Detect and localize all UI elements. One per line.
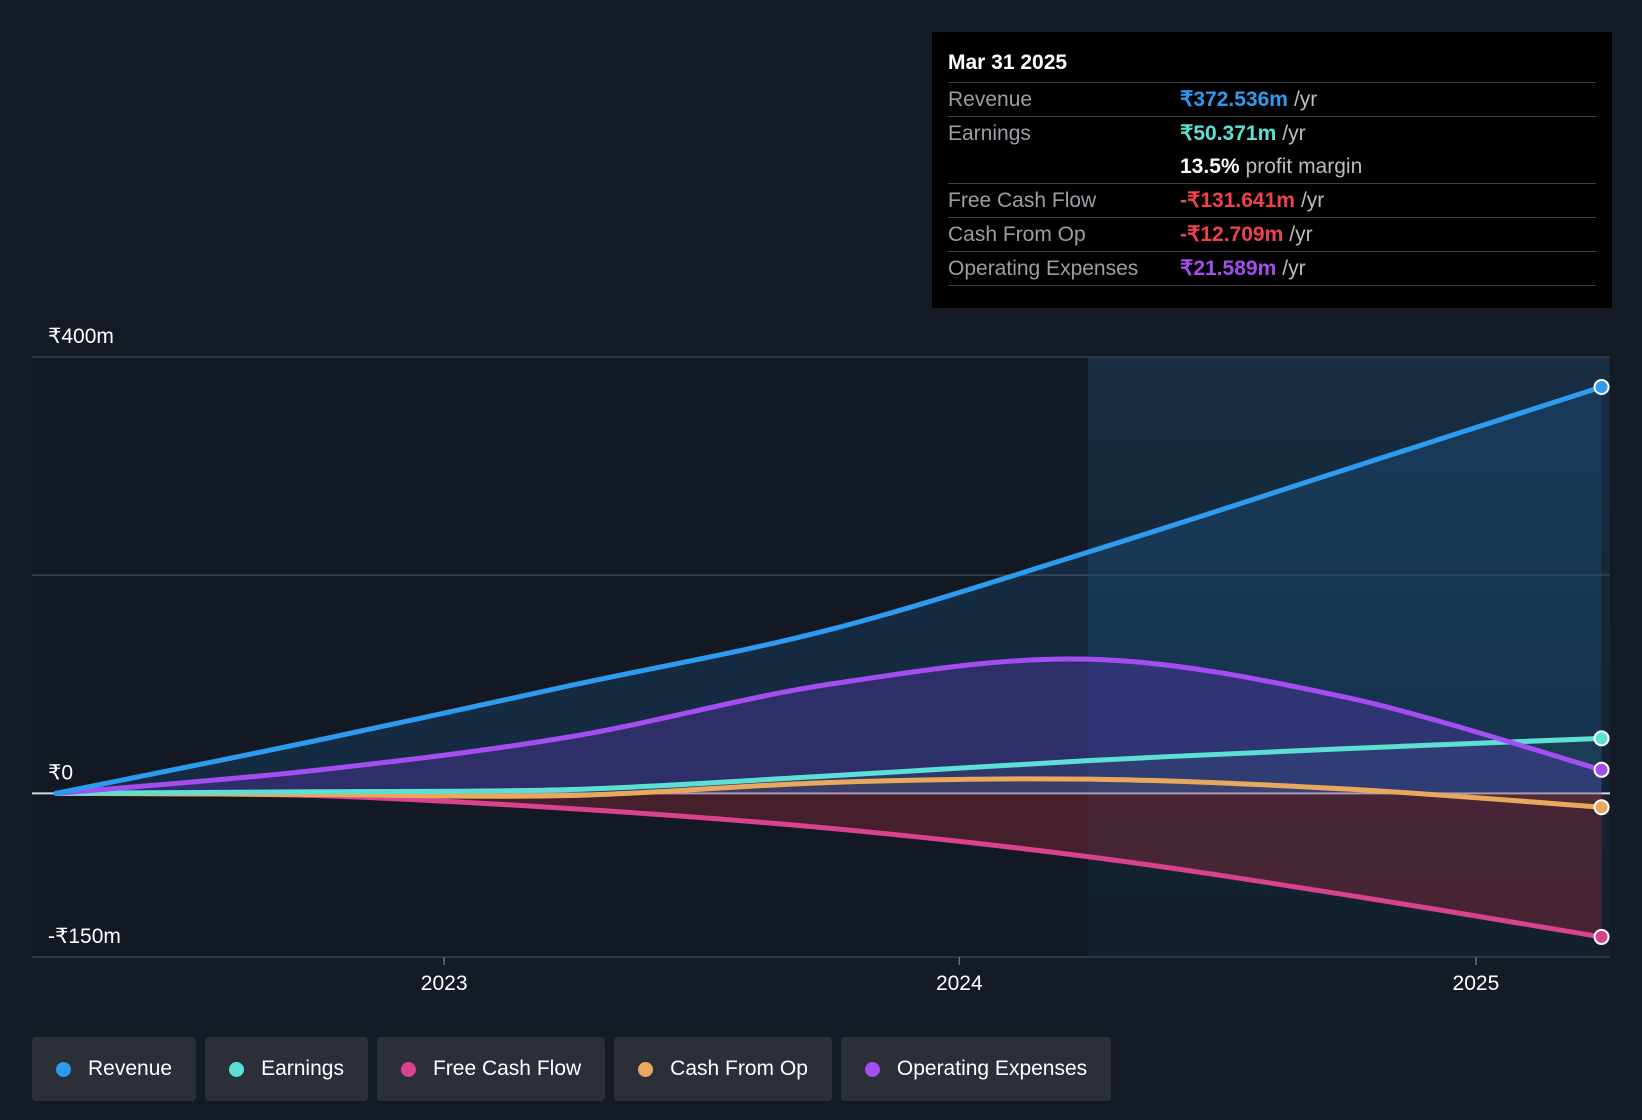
legend-dot-icon bbox=[400, 1061, 416, 1077]
series-line-earnings bbox=[53, 735, 1605, 796]
legend-item-cash-from-op[interactable]: Cash From Op bbox=[614, 1037, 832, 1101]
legend-dot-icon bbox=[864, 1061, 880, 1077]
tooltip-unit: profit margin bbox=[1245, 154, 1363, 178]
tooltip-label: Operating Expenses bbox=[948, 256, 1139, 280]
tooltip-label: Earnings bbox=[948, 121, 1031, 145]
tooltip-unit: /yr bbox=[1282, 121, 1306, 145]
legend-item-earnings[interactable]: Earnings bbox=[205, 1037, 368, 1101]
legend-label: Free Cash Flow bbox=[432, 1057, 582, 1080]
tooltip-row-operating-expenses: Operating Expenses ₹21.589m /yr bbox=[948, 251, 1596, 286]
series-end-point-free-cash-flow bbox=[1593, 928, 1610, 945]
past-region bbox=[32, 357, 1088, 957]
legend: Revenue Earnings Free Cash Flow Cash Fro… bbox=[32, 1037, 1112, 1101]
tooltip-row-earnings: Earnings ₹50.371m /yr bbox=[948, 116, 1596, 150]
series-line-operating-expenses bbox=[53, 656, 1605, 796]
legend-dot-icon bbox=[638, 1061, 654, 1077]
series-line-revenue bbox=[53, 384, 1605, 796]
y-tick-label: -₹150m bbox=[48, 925, 121, 948]
tooltip-label: Cash From Op bbox=[948, 222, 1086, 246]
area-earnings bbox=[55, 738, 1602, 794]
tooltip-value: -₹131.641m bbox=[1180, 189, 1295, 212]
series-end-point-cash-from-op bbox=[1593, 799, 1610, 816]
tooltip-unit: /yr bbox=[1289, 222, 1313, 246]
tooltip-date: Mar 31 2025 bbox=[948, 51, 1068, 74]
legend-label: Cash From Op bbox=[670, 1057, 808, 1080]
legend-dot-icon bbox=[229, 1061, 245, 1077]
y-tick-label: ₹400m bbox=[48, 325, 114, 348]
tooltip-unit: /yr bbox=[1300, 188, 1325, 212]
tooltip-label: Free Cash Flow bbox=[948, 188, 1097, 212]
highlight-region bbox=[1087, 357, 1610, 957]
legend-item-operating-expenses[interactable]: Operating Expenses bbox=[840, 1037, 1112, 1101]
legend-label: Operating Expenses bbox=[896, 1057, 1088, 1080]
series-end-point-earnings bbox=[1593, 730, 1610, 747]
legend-label: Revenue bbox=[88, 1057, 173, 1080]
x-tick-label: 2025 bbox=[1453, 972, 1500, 995]
legend-item-free-cash-flow[interactable]: Free Cash Flow bbox=[376, 1037, 606, 1101]
tooltip-row-profit-margin: 13.5% profit margin bbox=[948, 150, 1596, 183]
tooltip-row-free-cash-flow: Free Cash Flow -₹131.641m /yr bbox=[948, 183, 1596, 217]
y-tick-label: ₹0 bbox=[48, 761, 73, 784]
area-revenue bbox=[55, 387, 1602, 794]
series-end-point-operating-expenses bbox=[1593, 761, 1610, 778]
tooltip-value: 13.5% bbox=[1180, 154, 1240, 178]
tooltip-value: ₹50.371m bbox=[1180, 122, 1277, 145]
legend-dot-icon bbox=[56, 1061, 71, 1077]
tooltip-unit: /yr bbox=[1282, 256, 1306, 280]
tooltip-value: ₹372.536m bbox=[1180, 88, 1288, 111]
tooltip-value: -₹12.709m bbox=[1180, 223, 1284, 246]
series-end-point-revenue bbox=[1593, 379, 1610, 395]
tooltip-unit: /yr bbox=[1293, 87, 1318, 111]
area-operating-expenses bbox=[55, 658, 1602, 794]
area-free-cash-flow bbox=[55, 793, 1602, 937]
tooltip-row-revenue: Revenue ₹372.536m /yr bbox=[948, 82, 1596, 116]
tooltip: Mar 31 2025 Revenue ₹372.536m /yr Earnin… bbox=[932, 32, 1612, 308]
legend-item-revenue[interactable]: Revenue bbox=[32, 1037, 197, 1101]
tooltip-label: Revenue bbox=[948, 87, 1033, 111]
tooltip-value: ₹21.589m bbox=[1180, 257, 1277, 280]
x-tick-label: 2024 bbox=[936, 972, 983, 995]
legend-label: Earnings bbox=[261, 1057, 344, 1080]
area-cash-from-op bbox=[55, 778, 1602, 808]
tooltip-row-cash-from-op: Cash From Op -₹12.709m /yr bbox=[948, 217, 1596, 251]
series-line-cash-from-op bbox=[53, 776, 1605, 810]
x-tick-label: 2023 bbox=[421, 972, 468, 995]
